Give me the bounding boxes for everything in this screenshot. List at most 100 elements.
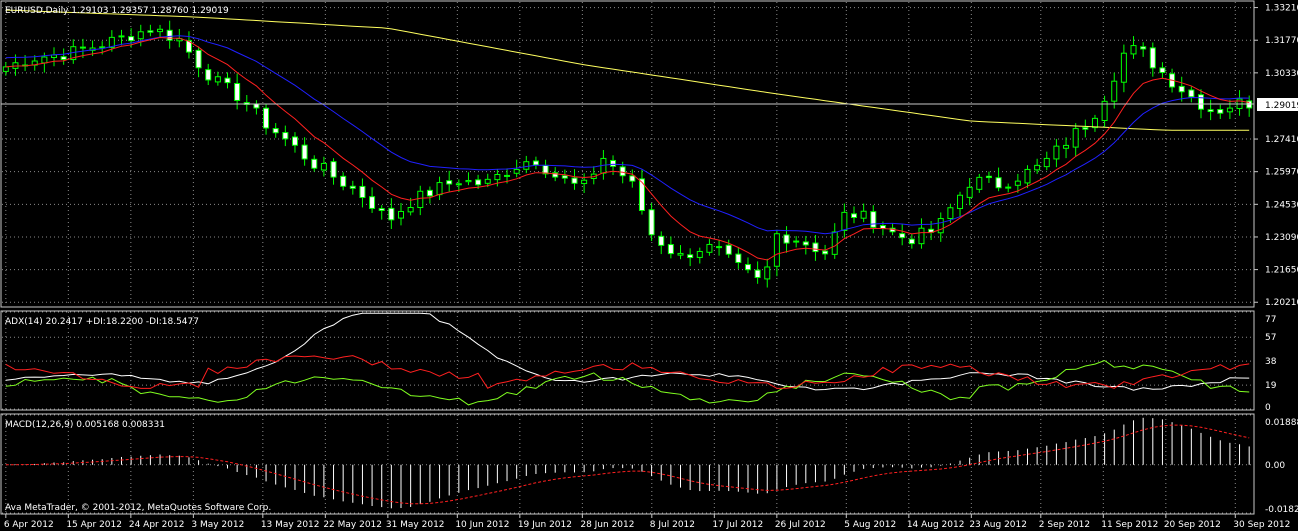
price-axis-label: 1.27410 (1265, 135, 1298, 145)
candle-body (764, 266, 771, 280)
candle-body (504, 174, 511, 177)
candle-body (378, 208, 385, 211)
candle-body (108, 36, 115, 48)
candle-body (851, 213, 858, 218)
candle-body (465, 179, 472, 183)
date-axis-label: 14 Aug 2012 (907, 520, 965, 530)
price-axis-label: 1.24530 (1265, 200, 1298, 210)
candle-body (1188, 89, 1195, 98)
candle-body (638, 178, 645, 211)
candle-body (619, 166, 626, 177)
candle-body (60, 56, 67, 60)
ma-fast-line (5, 36, 1250, 261)
date-axis-label: 30 Sep 2012 (1233, 520, 1290, 530)
candle-body (166, 29, 173, 41)
candle-body (561, 175, 568, 179)
candle-body (291, 136, 298, 146)
date-axis-label: 23 Aug 2012 (969, 520, 1027, 530)
candle-body (995, 177, 1002, 189)
candle-body (426, 189, 433, 197)
macd-label: MACD(12,26,9) 0.005168 0.008331 (5, 420, 165, 430)
date-axis: 6 Apr 2012 15 Apr 2012 24 Apr 2012 3 May 20… (4, 514, 1290, 530)
adx-pane[interactable]: ADX(14) 20.2417 +DI:18.2200 -DI:18.5477 … (0, 310, 1277, 413)
candle-body (581, 179, 588, 185)
ma-slow-line (5, 9, 1250, 131)
candle-body (937, 218, 944, 234)
candle-body (976, 176, 983, 190)
candle-body (234, 83, 241, 101)
candle-body (899, 233, 906, 239)
candle-body (369, 196, 376, 209)
candle-body (1207, 109, 1214, 113)
candle-body (1063, 144, 1070, 149)
candle-body (484, 178, 491, 184)
candle-body (677, 252, 684, 256)
candle-body (436, 182, 443, 196)
candle-body (1159, 67, 1166, 74)
candle-body (1226, 107, 1233, 113)
candle-body (754, 269, 761, 278)
price-axis-label: 1.25970 (1265, 168, 1298, 178)
candle-body (735, 253, 742, 263)
candle-body (118, 35, 125, 38)
adx-axis-label: 38 (1265, 357, 1277, 367)
di-minus-line (5, 355, 1250, 389)
candle-body (831, 231, 838, 255)
candle-body (157, 28, 164, 33)
candle-body (908, 238, 915, 245)
candle-body (1053, 145, 1060, 160)
macd-signal-line (5, 424, 1250, 505)
candle-body (812, 242, 819, 253)
candle-body (214, 76, 221, 83)
candle-body (1130, 45, 1137, 55)
macd-histogram (14, 417, 1250, 509)
candle-body (1072, 128, 1079, 148)
candle-body (397, 210, 404, 219)
candle-body (417, 190, 424, 209)
candle-body (407, 207, 414, 213)
candle-body (224, 77, 231, 84)
price-pane[interactable]: EURUSD,Daily 1.29103 1.29357 1.28760 1.2… (0, 0, 1298, 308)
macd-pane-frame (0, 413, 1255, 515)
date-axis-label: 3 May 2012 (191, 520, 244, 530)
candle-body (1149, 47, 1156, 69)
price-axis-label: 1.30330 (1265, 69, 1298, 79)
current-price-tag: 1.29019 (1257, 98, 1298, 111)
candle-body (195, 49, 202, 69)
candle-body (658, 235, 665, 246)
candle-body (475, 179, 482, 186)
date-axis-label: 20 Sep 2012 (1164, 520, 1221, 530)
candle-body (966, 186, 973, 198)
candle-body (1120, 52, 1127, 83)
date-axis-label: 28 Jun 2012 (580, 520, 634, 530)
candle-body (667, 244, 674, 255)
candle-body (552, 172, 559, 178)
candle-body (185, 40, 192, 53)
candle-body (513, 169, 520, 174)
date-axis-label: 24 Apr 2012 (129, 520, 185, 530)
candle-body (523, 161, 530, 170)
candle-body (349, 185, 356, 189)
candle-body (99, 46, 106, 49)
candle-body (205, 69, 212, 81)
macd-pane[interactable]: MACD(12,26,9) 0.005168 0.008331 0.018880… (0, 413, 1298, 515)
date-axis-label: 13 May 2012 (261, 520, 320, 530)
copyright-label: Ava MetaTrader, © 2001-2012, MetaQuotes … (5, 503, 271, 513)
adx-line (5, 312, 1250, 391)
macd-axis-label: 0.01888 (1265, 418, 1298, 428)
candle-body (629, 175, 636, 182)
price-axis-label: 1.20210 (1265, 298, 1298, 308)
candle-body (571, 177, 578, 184)
candle-body (957, 194, 964, 210)
candle-body (1178, 85, 1185, 93)
candle-body (716, 246, 723, 249)
date-axis-label: 31 May 2012 (386, 520, 445, 530)
candle-body (1014, 180, 1021, 186)
candle-body (263, 107, 270, 129)
candle-body (1005, 186, 1012, 189)
candle-body (147, 30, 154, 33)
candle-body (1140, 46, 1147, 50)
date-axis-label: 2 Sep 2012 (1039, 520, 1090, 530)
